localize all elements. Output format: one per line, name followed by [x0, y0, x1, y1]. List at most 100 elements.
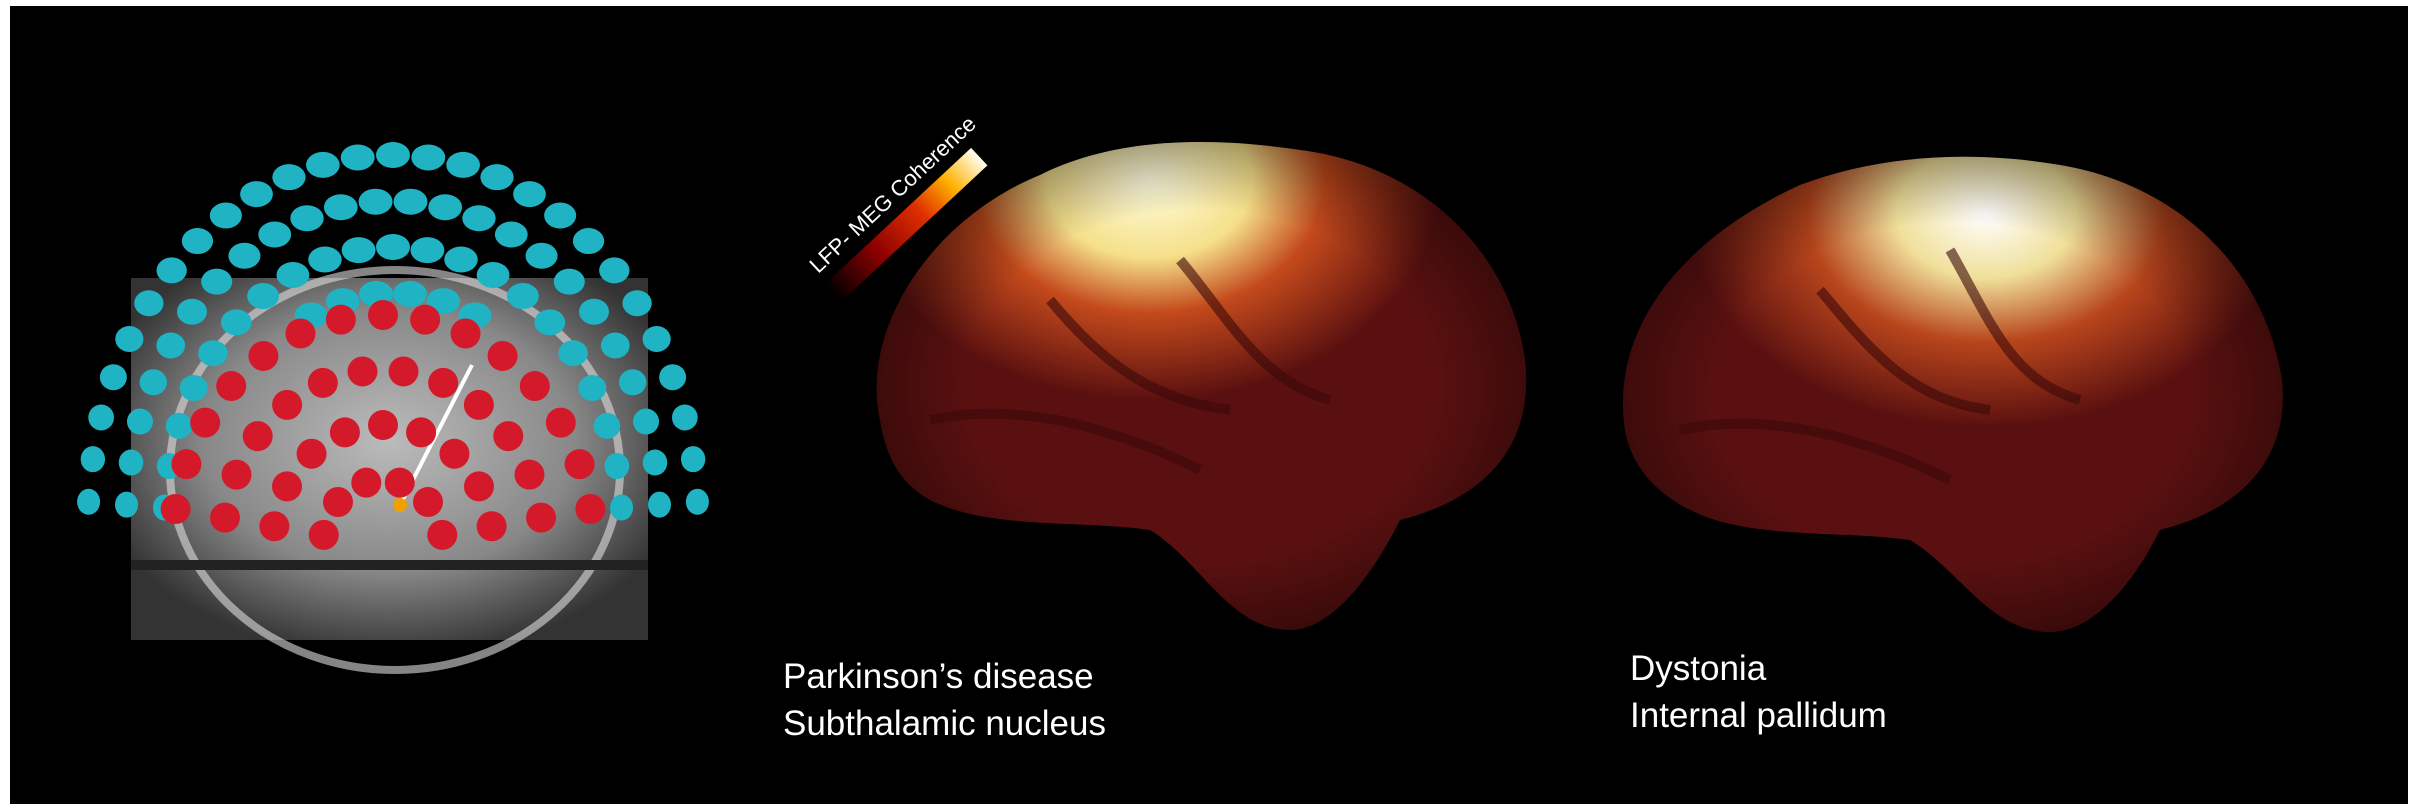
sensor-dot	[99, 364, 127, 391]
sensor-dot	[325, 304, 356, 335]
sensor-dot	[632, 408, 660, 435]
sensor-dot	[622, 290, 652, 317]
sensor-dot	[428, 367, 459, 398]
sensor-dot	[685, 488, 709, 515]
sensor-dot	[545, 407, 576, 438]
sensor-dot	[544, 202, 577, 229]
sensor-dot	[368, 410, 398, 440]
sensor-dot	[411, 144, 446, 171]
sensor-dot	[160, 494, 191, 525]
sensor-dot	[156, 257, 187, 284]
sensor-dot	[134, 290, 164, 317]
panel-subtitle: Subthalamic nucleus	[783, 704, 1106, 743]
sensor-dot	[376, 142, 410, 168]
sensor-dot	[604, 453, 630, 480]
sensor-dot	[139, 369, 168, 396]
sensor-dot	[388, 356, 419, 387]
sensor-dot	[242, 421, 273, 452]
sensor-dot	[296, 438, 327, 469]
sensor-dot	[426, 288, 461, 315]
sensor-dot	[487, 340, 518, 371]
sensor-dot	[285, 318, 316, 349]
sensor-dot	[476, 261, 510, 288]
colorbar-gradient	[824, 147, 988, 302]
sensor-dot	[671, 404, 698, 431]
sensor-dot	[88, 404, 115, 431]
panel-title: Dystonia	[1630, 649, 1767, 688]
sensor-dot	[171, 449, 202, 480]
sensor-dot	[450, 318, 481, 349]
sensor-dot	[506, 283, 539, 310]
sensor-dot	[446, 151, 480, 178]
sensor-dot	[220, 309, 252, 336]
sensor-dot	[272, 164, 306, 191]
sensor-dot	[240, 181, 273, 208]
sensor-dot	[494, 221, 528, 248]
sensor-dot	[600, 332, 630, 359]
brain-parkinsons	[876, 142, 1527, 630]
sensor-dot	[358, 188, 393, 215]
electrode-tip	[393, 498, 407, 512]
sensor-dot	[680, 446, 706, 473]
sensor-dot	[308, 246, 342, 273]
sensor-dot	[77, 488, 101, 515]
sensor-dot	[575, 494, 606, 525]
sensor-dot	[406, 417, 437, 448]
sensor-dot	[393, 188, 428, 215]
sensor-dot	[201, 268, 233, 295]
brain-shading	[1622, 156, 2283, 632]
sensor-dot	[221, 459, 252, 490]
sensor-dot	[323, 194, 358, 221]
sensor-dot	[156, 332, 186, 359]
sensor-dot	[513, 181, 546, 208]
sensor-dot	[118, 449, 144, 476]
sensor-dot	[190, 407, 221, 438]
sensor-dot	[519, 371, 550, 402]
sensor-dot	[558, 340, 588, 367]
sensor-dot	[307, 367, 338, 398]
sensor-dot	[209, 502, 240, 533]
sensor-dot	[572, 228, 605, 255]
sensor-dot	[341, 237, 376, 264]
sensor-dot	[228, 242, 261, 269]
sensor-dot	[306, 151, 340, 178]
sensor-dot	[610, 494, 634, 521]
sensor-dot	[659, 364, 687, 391]
sensor-dot	[115, 325, 144, 352]
sensor-dot	[329, 417, 360, 448]
sensor-dot	[115, 491, 139, 518]
sensor-dot	[209, 202, 242, 229]
sensor-dot	[593, 412, 621, 439]
sensor-dot	[493, 421, 524, 452]
sensor-dot	[322, 487, 353, 518]
sensor-dot	[165, 412, 193, 439]
sensor-dot	[534, 309, 566, 336]
sensor-dot	[462, 205, 496, 232]
sensor-dot	[259, 511, 290, 542]
sensor-dot	[258, 221, 292, 248]
sensor-dot	[392, 280, 427, 307]
sensor-dot	[272, 389, 303, 420]
sensor-dot	[368, 300, 398, 330]
sensor-dot	[413, 487, 444, 518]
sensor-dot	[176, 298, 207, 325]
sensor-dot	[444, 246, 478, 273]
sensor-dot	[351, 467, 382, 498]
sensor-dot	[599, 257, 630, 284]
sensor-dot	[480, 164, 514, 191]
sensor-dot	[290, 205, 324, 232]
sensor-dot	[248, 340, 279, 371]
sensor-dot	[247, 283, 280, 310]
sensor-dot	[272, 471, 303, 502]
sensor-dot	[579, 298, 610, 325]
sensor-dot	[514, 459, 545, 490]
sensor-dot	[428, 194, 463, 221]
sensor-dot	[384, 467, 415, 498]
sensor-dot	[308, 519, 339, 550]
sensor-dot	[410, 304, 441, 335]
sensor-dot	[427, 519, 458, 550]
sensor-dot	[578, 375, 607, 402]
sensor-dot	[476, 511, 507, 542]
sensor-dot	[410, 237, 445, 264]
sensor-dot	[376, 234, 410, 260]
